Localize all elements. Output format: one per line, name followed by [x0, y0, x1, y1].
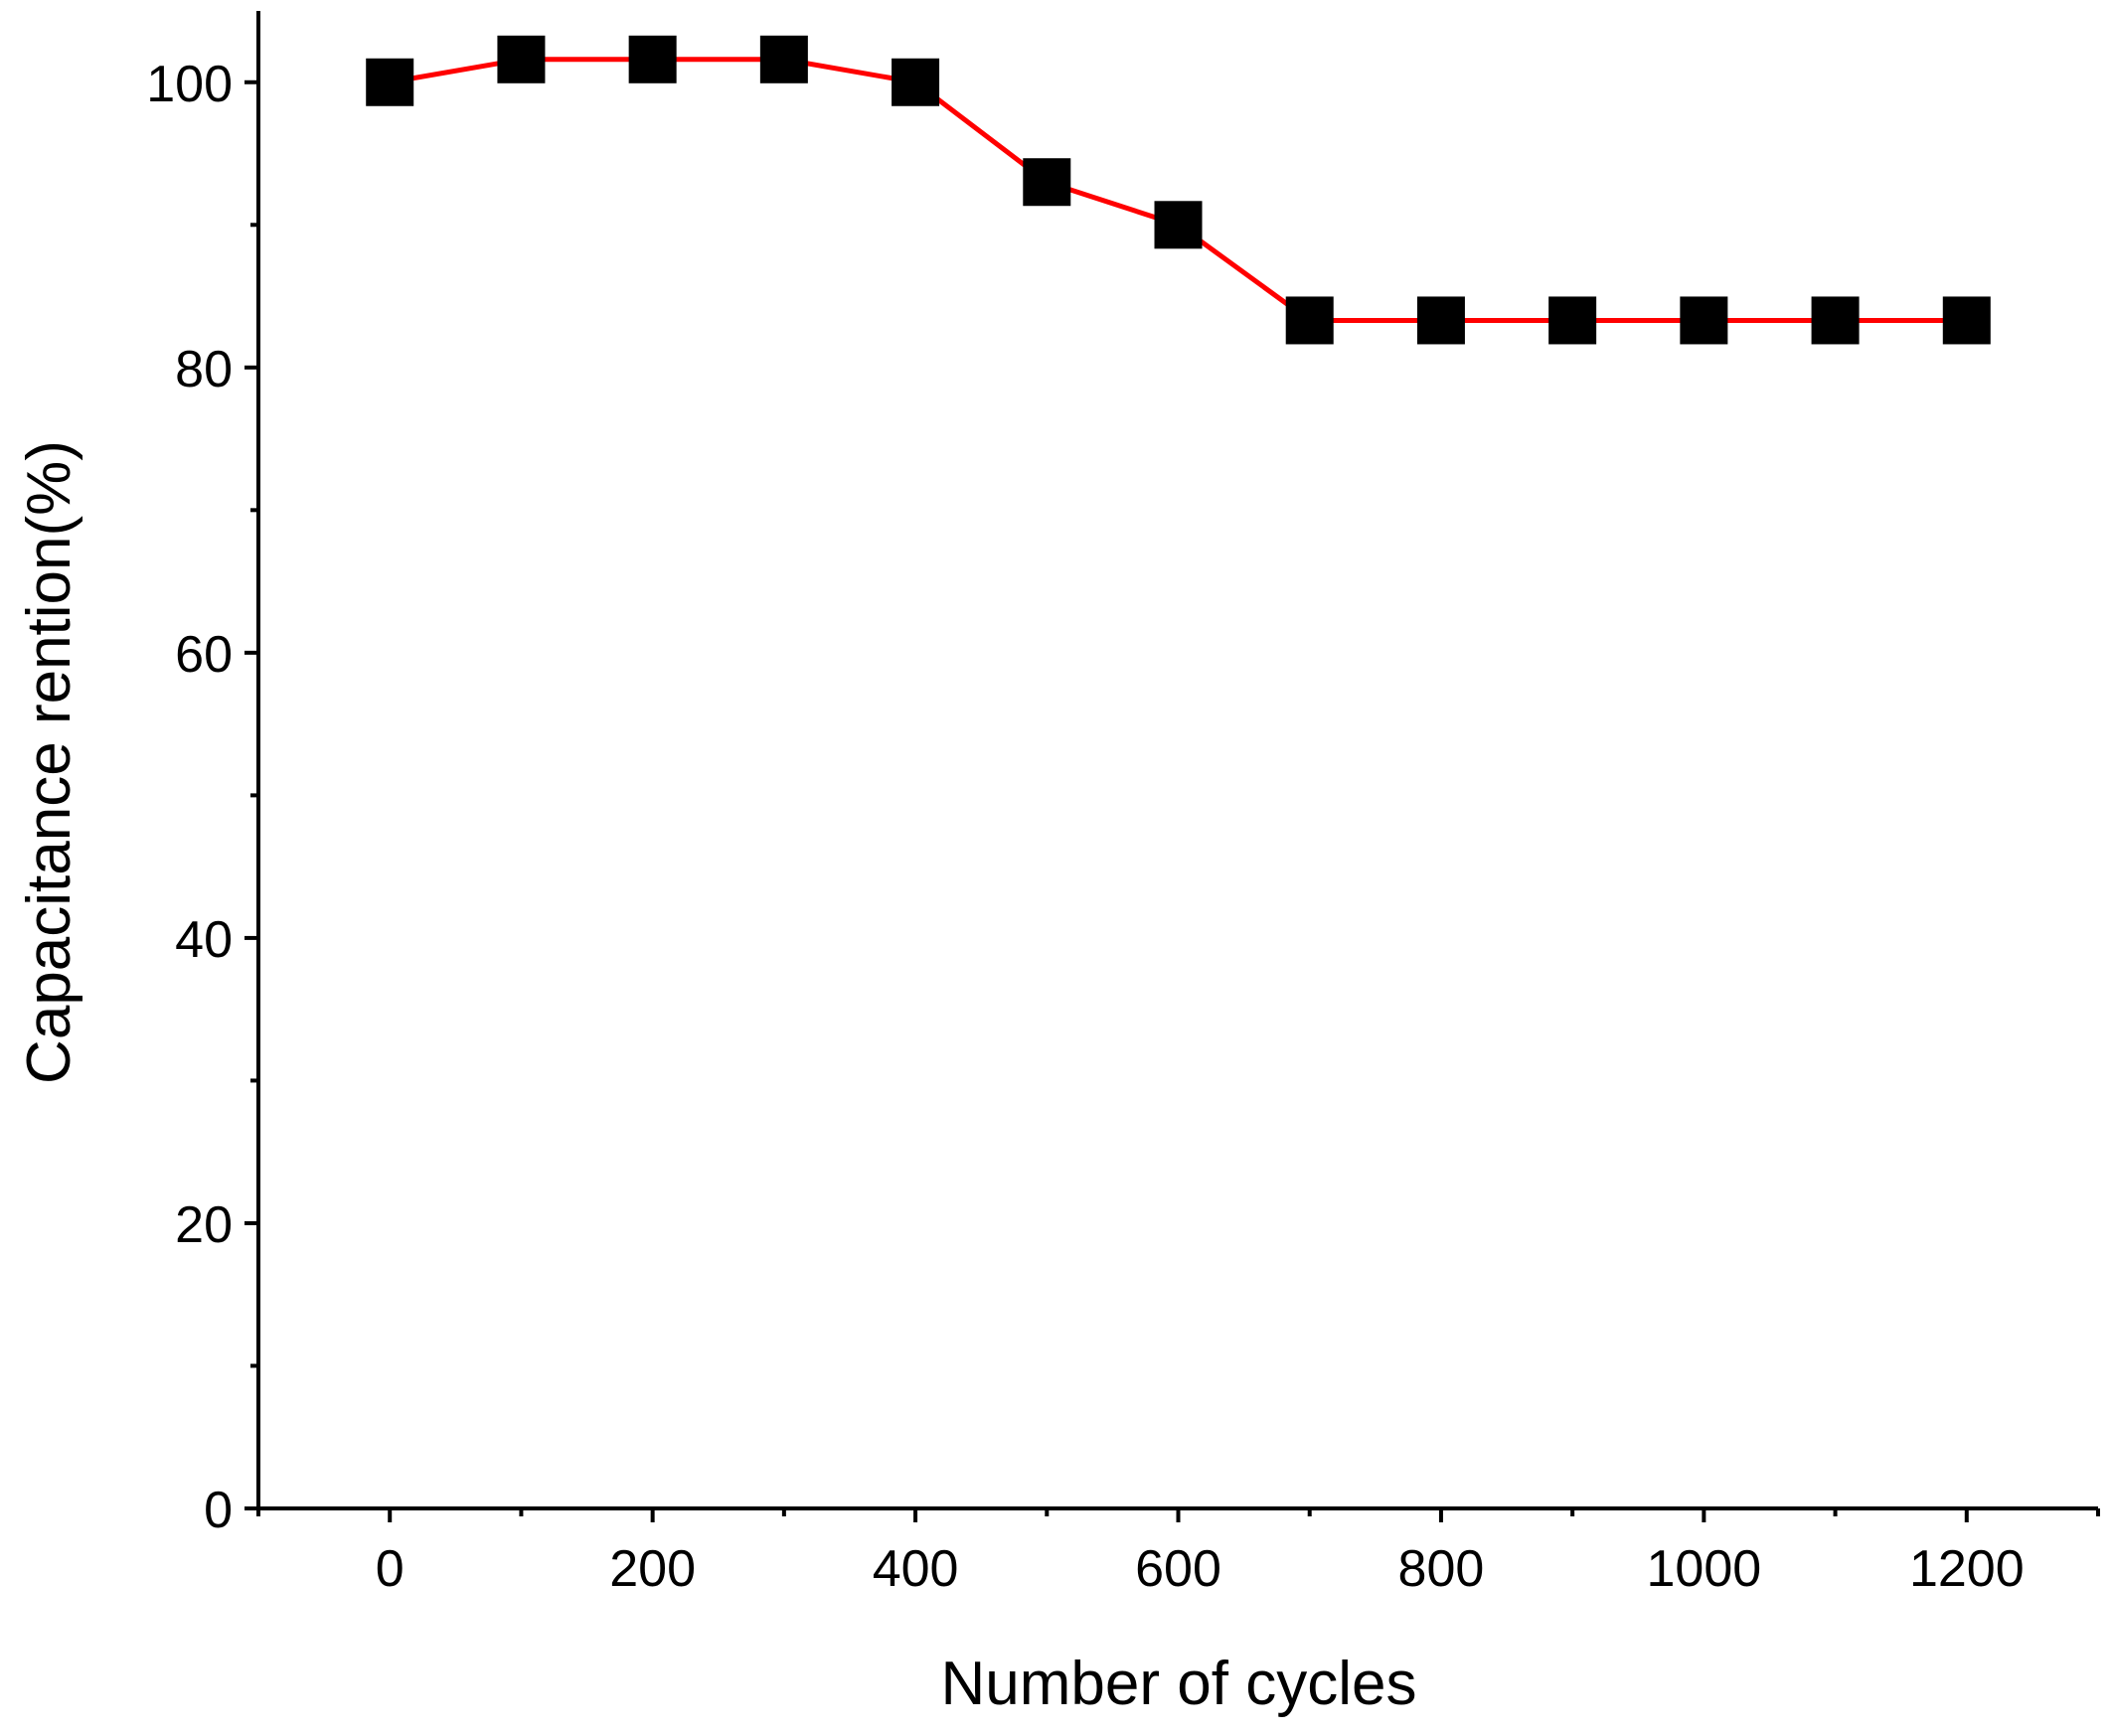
- x-tick-label: 600: [1135, 1540, 1221, 1598]
- marker: [497, 35, 546, 83]
- marker: [1811, 296, 1860, 345]
- y-tick-label: 60: [175, 626, 233, 684]
- y-tick-label: 80: [175, 341, 233, 398]
- x-tick-label: 0: [376, 1540, 405, 1598]
- series-line: [389, 57, 1967, 323]
- marker: [1023, 158, 1071, 207]
- marker: [1154, 201, 1203, 249]
- x-axis-title: Number of cycles: [941, 1650, 1417, 1718]
- x-tick-label: 1200: [1909, 1540, 2025, 1598]
- marker: [759, 35, 808, 83]
- y-tick-label: 0: [204, 1482, 233, 1539]
- marker: [366, 58, 414, 106]
- marker: [1416, 296, 1465, 345]
- y-tick-label: 100: [146, 56, 233, 113]
- marker: [628, 35, 677, 83]
- x-tick-label: 800: [1398, 1540, 1485, 1598]
- y-tick-label: 20: [175, 1196, 233, 1254]
- marker: [1680, 296, 1728, 345]
- marker: [1942, 296, 1991, 345]
- y-axis-title: Capacitance rention(%): [15, 440, 83, 1084]
- x-tick-label: 1000: [1647, 1540, 1762, 1598]
- x-tick-label: 200: [609, 1540, 696, 1598]
- x-tick-label: 400: [873, 1540, 959, 1598]
- marker: [1285, 296, 1334, 345]
- y-tick-label: 40: [175, 911, 233, 969]
- marker: [1548, 296, 1597, 345]
- marker: [892, 58, 940, 106]
